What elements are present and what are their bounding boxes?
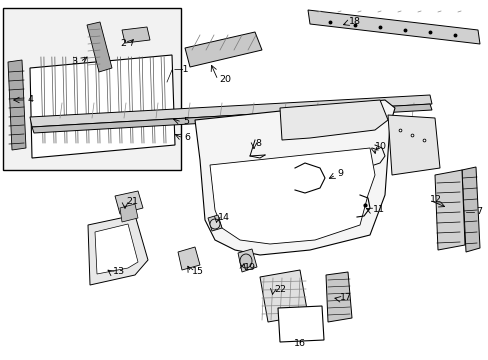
Polygon shape	[88, 215, 148, 285]
Text: 20: 20	[219, 75, 230, 84]
Polygon shape	[260, 270, 307, 322]
Polygon shape	[32, 104, 431, 133]
Circle shape	[209, 219, 220, 229]
Text: 3: 3	[71, 58, 77, 67]
Polygon shape	[238, 249, 257, 272]
Text: 13: 13	[113, 267, 125, 276]
Text: 11: 11	[372, 206, 384, 215]
Text: 17: 17	[339, 293, 351, 302]
Text: 22: 22	[273, 285, 285, 294]
Polygon shape	[8, 60, 26, 150]
Text: 2: 2	[120, 40, 126, 49]
Bar	[3, 8, 181, 170]
Polygon shape	[178, 247, 200, 270]
Polygon shape	[280, 100, 387, 140]
Polygon shape	[207, 215, 222, 231]
Text: —1: —1	[174, 66, 189, 75]
Polygon shape	[461, 167, 479, 252]
Polygon shape	[30, 55, 175, 158]
Polygon shape	[209, 148, 374, 244]
Polygon shape	[434, 170, 464, 250]
Text: 12: 12	[429, 195, 441, 204]
Text: 8: 8	[254, 139, 261, 148]
Text: 21: 21	[126, 198, 138, 207]
Polygon shape	[195, 100, 394, 255]
Text: 15: 15	[192, 266, 203, 275]
Polygon shape	[95, 224, 138, 274]
Text: 10: 10	[374, 143, 386, 152]
Polygon shape	[120, 204, 138, 222]
Polygon shape	[307, 10, 479, 44]
Text: 9: 9	[336, 170, 342, 179]
Polygon shape	[122, 27, 150, 43]
Polygon shape	[325, 272, 351, 322]
Polygon shape	[278, 306, 324, 342]
Polygon shape	[387, 115, 439, 175]
Text: 16: 16	[293, 339, 305, 348]
Polygon shape	[115, 191, 142, 214]
Text: 7: 7	[475, 207, 481, 216]
Text: 6: 6	[183, 134, 190, 143]
Text: 4: 4	[28, 95, 34, 104]
Polygon shape	[87, 22, 112, 72]
Text: 19: 19	[244, 262, 256, 271]
Polygon shape	[184, 32, 262, 67]
Polygon shape	[30, 95, 431, 127]
Ellipse shape	[240, 254, 251, 268]
Text: 18: 18	[348, 18, 360, 27]
Text: 14: 14	[218, 213, 229, 222]
Text: 5: 5	[183, 117, 189, 126]
